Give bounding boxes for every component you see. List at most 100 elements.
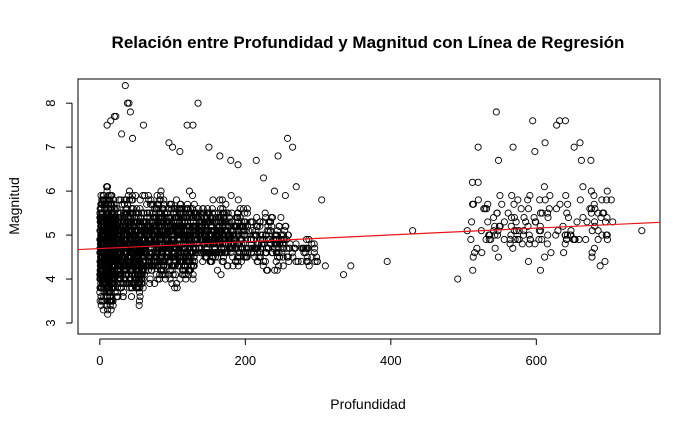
data-point (278, 249, 286, 257)
data-point (227, 191, 235, 200)
data-point (582, 235, 590, 244)
data-point (183, 200, 192, 208)
data-point (212, 213, 220, 222)
data-point (218, 196, 226, 204)
data-point (147, 218, 155, 226)
data-point (107, 191, 115, 200)
data-point (594, 235, 602, 244)
data-point (494, 253, 502, 261)
data-point (541, 253, 549, 261)
data-point (113, 293, 121, 301)
data-point (300, 249, 308, 257)
data-point (119, 218, 127, 226)
data-point (474, 196, 482, 204)
data-point (247, 235, 256, 244)
data-point (218, 218, 226, 226)
data-point (573, 218, 581, 226)
data-point (484, 218, 492, 226)
data-point (97, 235, 105, 244)
data-point (607, 196, 615, 204)
data-point (576, 139, 584, 147)
data-point (111, 262, 119, 270)
regression-line (77, 221, 661, 251)
data-point (188, 249, 196, 257)
data-point (507, 213, 516, 222)
data-point (118, 244, 126, 252)
data-point (182, 235, 190, 244)
data-point (185, 266, 193, 274)
data-point (140, 249, 148, 257)
data-point (115, 196, 123, 204)
data-point (541, 196, 549, 204)
data-point (156, 222, 164, 230)
data-point (185, 187, 193, 195)
x-tick-label: 600 (525, 353, 547, 368)
data-point (272, 257, 280, 266)
data-point (171, 271, 180, 279)
data-point (469, 266, 477, 274)
data-point (117, 266, 125, 274)
data-point (587, 156, 595, 164)
data-point (124, 218, 132, 226)
data-point (119, 293, 127, 301)
data-point (107, 306, 115, 314)
data-point (243, 244, 251, 252)
data-point (261, 249, 269, 257)
data-point (98, 240, 106, 248)
data-point (603, 213, 611, 222)
data-point (500, 218, 508, 226)
data-point (239, 222, 247, 230)
data-point (97, 231, 106, 239)
data-point (524, 196, 532, 204)
data-point (97, 200, 105, 208)
data-point (125, 231, 133, 239)
data-point (493, 231, 502, 239)
data-point (313, 257, 321, 266)
data-point (233, 222, 241, 230)
data-point (544, 209, 552, 217)
data-point (218, 257, 226, 266)
data-point (273, 231, 281, 239)
data-point (253, 244, 261, 252)
data-point (166, 240, 175, 248)
data-point (310, 249, 318, 257)
data-point (125, 99, 133, 107)
data-point (234, 218, 242, 226)
data-point (560, 249, 568, 257)
data-point (292, 240, 300, 248)
data-point (178, 222, 186, 230)
data-point (531, 240, 539, 248)
data-point (536, 222, 544, 230)
data-point (99, 191, 107, 200)
data-point (114, 218, 122, 226)
data-point (151, 249, 159, 257)
data-point (146, 240, 154, 248)
data-point (583, 218, 591, 226)
data-point (236, 205, 244, 213)
data-point (638, 227, 646, 235)
data-point (263, 266, 271, 274)
data-point (99, 271, 107, 279)
data-point (204, 209, 212, 217)
data-point (136, 205, 144, 213)
data-point (143, 200, 151, 208)
data-point (167, 253, 175, 261)
data-point (142, 218, 150, 226)
data-point (103, 183, 112, 191)
data-point (141, 244, 149, 252)
data-point (169, 143, 177, 151)
data-point (156, 235, 164, 244)
data-point (603, 187, 611, 195)
data-point (285, 257, 293, 266)
data-point (570, 143, 578, 151)
data-point (321, 262, 329, 270)
data-point (216, 152, 224, 160)
data-point (180, 213, 188, 222)
data-point (97, 284, 105, 292)
data-point (234, 209, 242, 217)
data-point (193, 231, 201, 239)
data-point (201, 253, 209, 261)
data-point (474, 178, 482, 186)
data-point (121, 271, 129, 279)
data-point (155, 205, 163, 213)
